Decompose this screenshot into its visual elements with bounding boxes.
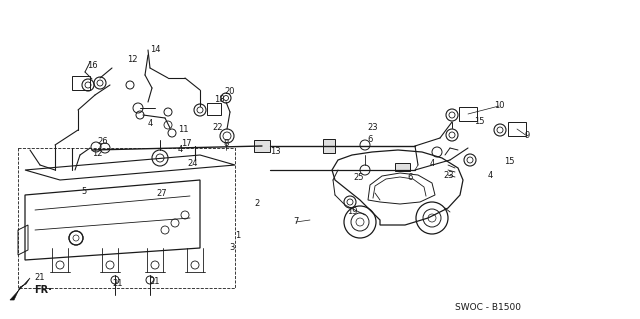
Text: FR·: FR· (34, 285, 52, 295)
Text: 12: 12 (92, 149, 102, 158)
Text: 2: 2 (254, 198, 260, 207)
Text: 13: 13 (269, 147, 280, 157)
Polygon shape (10, 278, 30, 300)
Bar (72, 76, 90, 90)
Text: 21: 21 (35, 273, 45, 283)
Text: 9: 9 (524, 131, 530, 140)
Text: 6: 6 (367, 136, 372, 145)
Text: 23: 23 (444, 170, 454, 180)
Bar (395, 163, 410, 171)
Bar (508, 122, 526, 136)
Text: 3: 3 (229, 243, 235, 253)
Text: 24: 24 (188, 159, 198, 167)
Text: 11: 11 (178, 125, 188, 135)
Text: 4: 4 (429, 159, 435, 167)
Text: 20: 20 (225, 87, 236, 97)
Text: 23: 23 (368, 123, 378, 132)
Text: 26: 26 (98, 137, 108, 146)
Text: 8: 8 (223, 138, 228, 147)
Text: 15: 15 (474, 116, 484, 125)
Text: 15: 15 (504, 157, 515, 166)
Text: 10: 10 (493, 101, 504, 110)
Text: 1: 1 (236, 232, 241, 241)
Text: 14: 14 (150, 46, 160, 55)
Bar (254, 140, 270, 152)
Bar (207, 103, 221, 115)
Text: 7: 7 (293, 218, 299, 226)
Bar (459, 107, 477, 121)
Text: 12: 12 (127, 56, 137, 64)
Text: 4: 4 (177, 145, 182, 153)
Text: 17: 17 (180, 138, 191, 147)
Text: 4: 4 (488, 172, 493, 181)
Text: 22: 22 (212, 122, 223, 131)
Text: 19: 19 (347, 207, 357, 217)
Text: 25: 25 (354, 174, 364, 182)
Bar (323, 139, 335, 153)
Text: SWOC - B1500: SWOC - B1500 (455, 303, 521, 313)
Text: 27: 27 (157, 189, 167, 197)
Text: 21: 21 (150, 277, 160, 286)
Text: 18: 18 (214, 94, 224, 103)
Text: 21: 21 (113, 278, 124, 287)
Text: 5: 5 (81, 187, 86, 196)
Text: 6: 6 (407, 174, 413, 182)
Text: 16: 16 (86, 62, 97, 70)
Text: 4: 4 (147, 120, 152, 129)
